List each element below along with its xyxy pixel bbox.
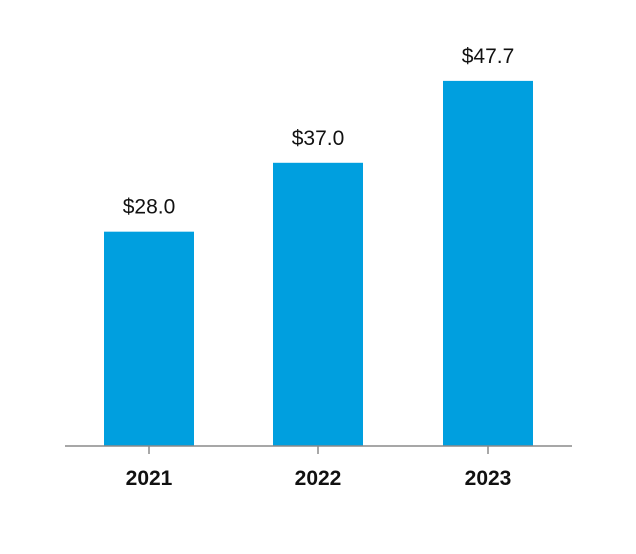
- bar-2021: [104, 231, 194, 446]
- value-label-2022: $37.0: [292, 127, 345, 150]
- bar-2023: [443, 80, 533, 446]
- x-tick-label-2023: 2023: [465, 467, 512, 490]
- bars-layer: [104, 80, 533, 446]
- x-tick-label-2022: 2022: [295, 467, 342, 490]
- value-label-2023: $47.7: [462, 45, 515, 68]
- x-axis: 2021 2022 2023: [65, 445, 572, 490]
- x-tick-label-2021: 2021: [126, 467, 173, 490]
- bar-2022: [273, 162, 363, 446]
- value-label-2021: $28.0: [123, 196, 176, 219]
- value-labels-layer: $28.0 $37.0 $47.7: [123, 45, 515, 219]
